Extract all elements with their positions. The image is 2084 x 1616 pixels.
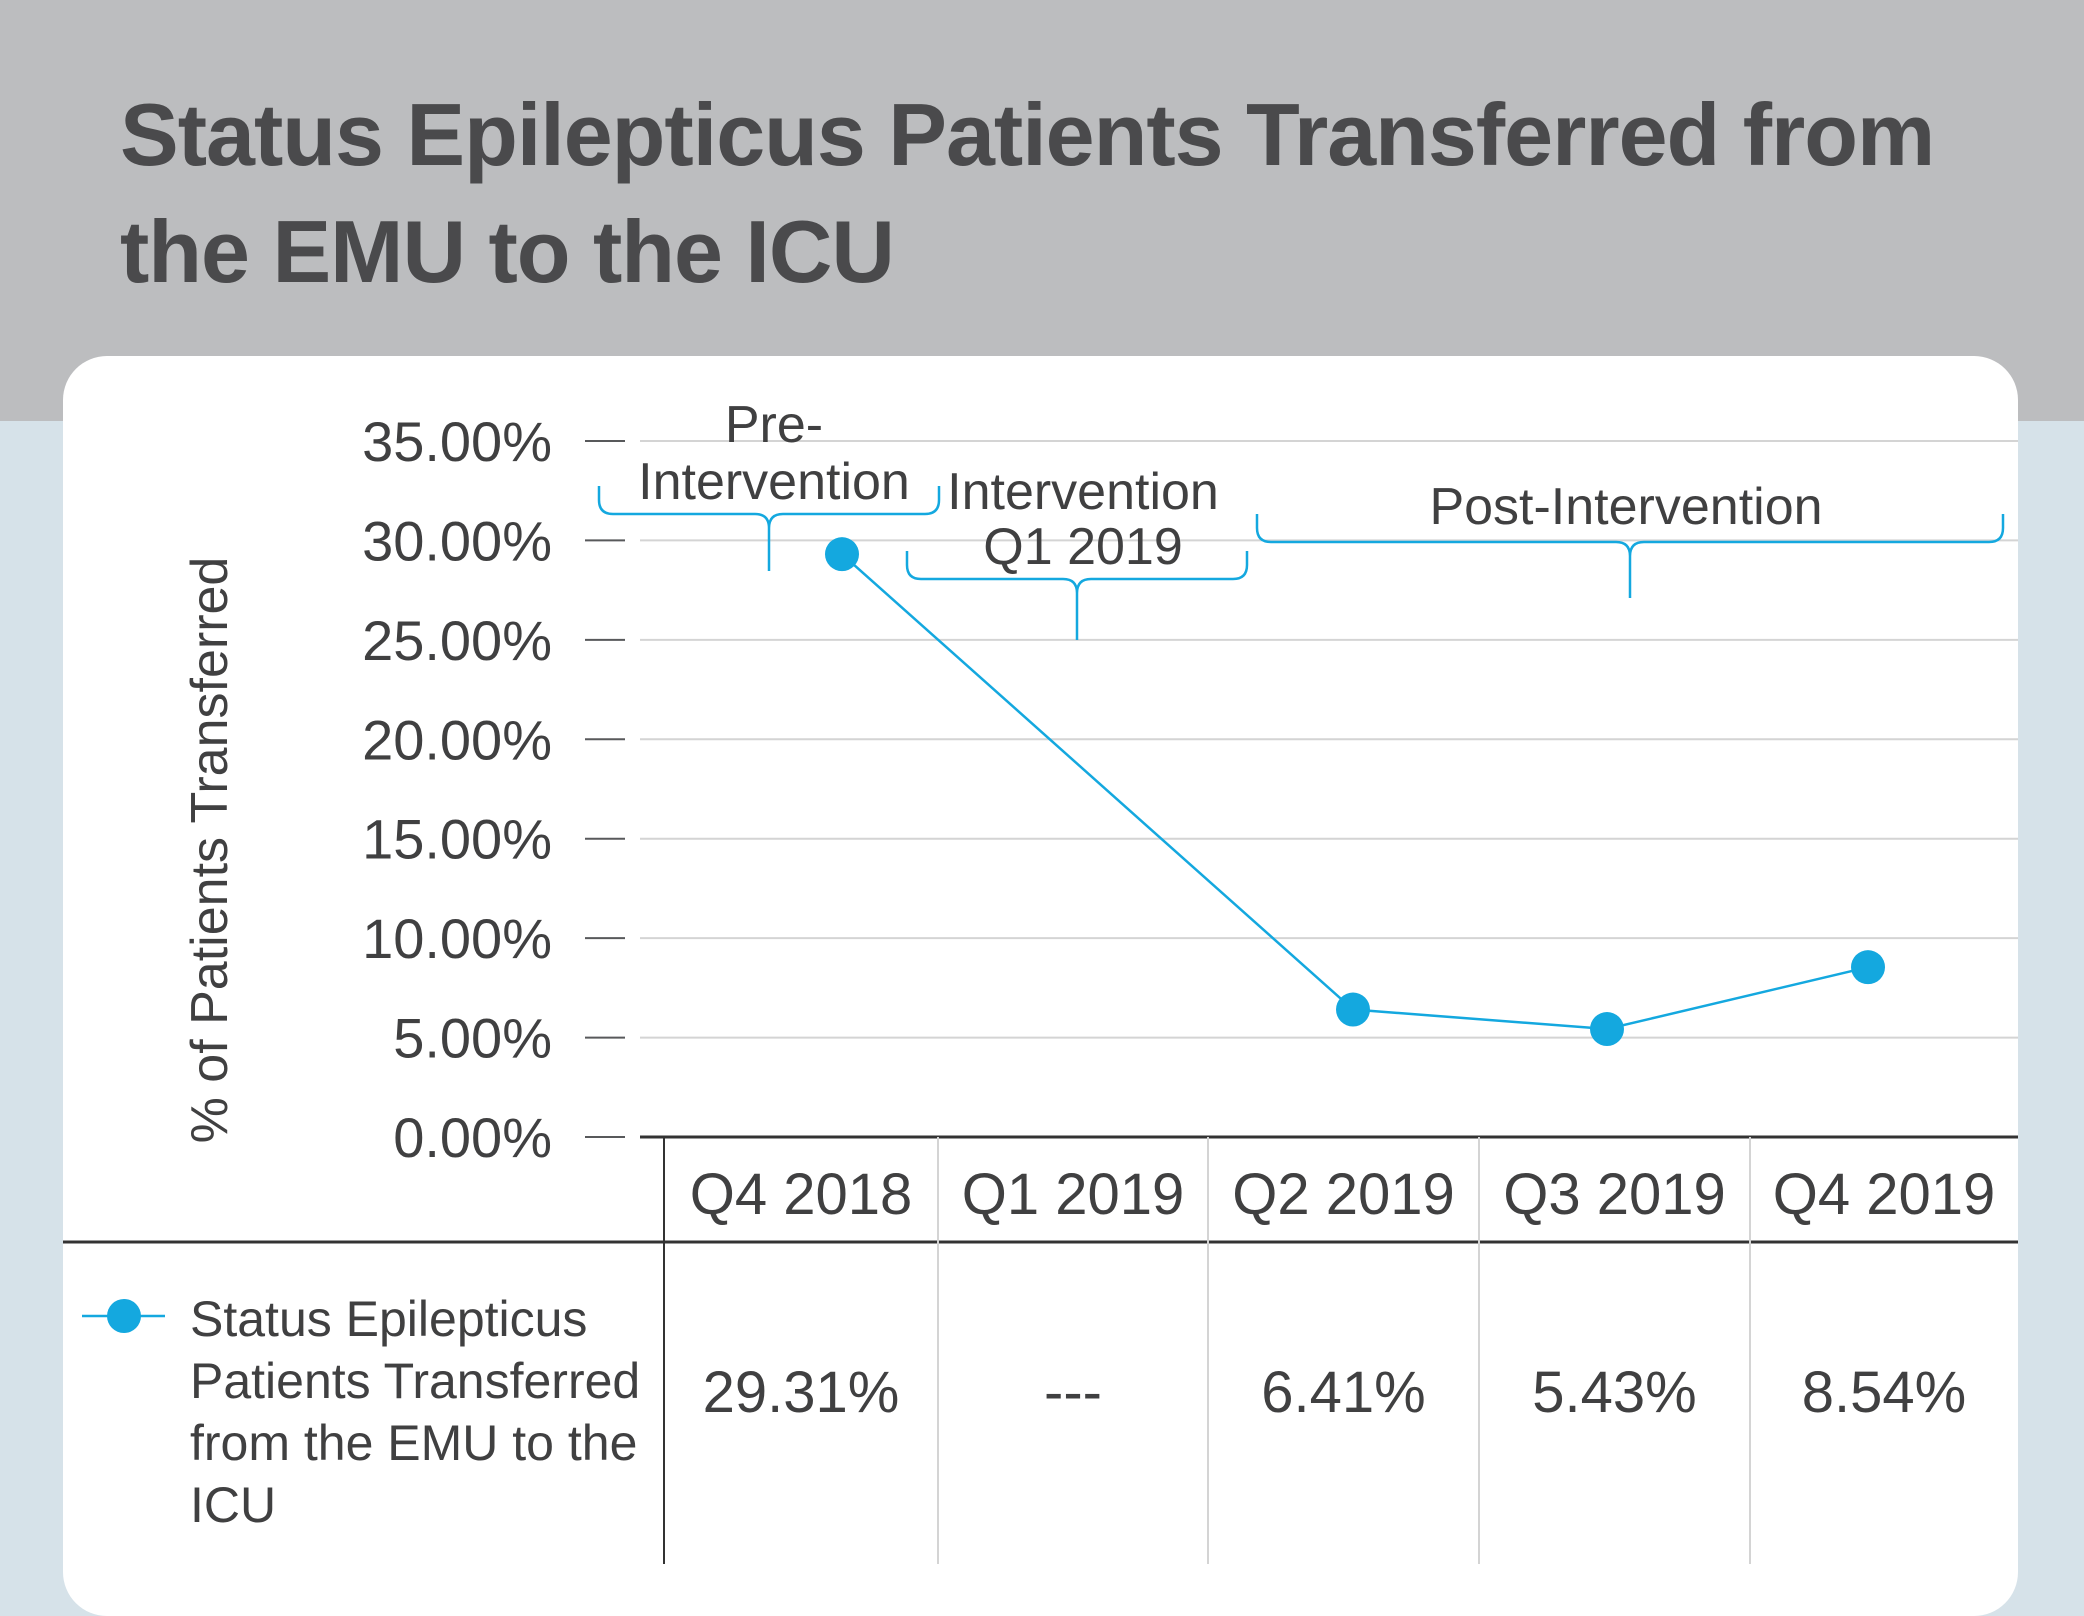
table-value-cell: 8.54%: [1802, 1360, 1966, 1425]
y-tick-label: 5.00%: [393, 1007, 552, 1070]
phase-label: Post-Intervention: [1429, 478, 1822, 536]
data-point: [1851, 950, 1885, 985]
data-point: [1590, 1012, 1624, 1047]
series-line: [841, 553, 1869, 1031]
y-tick-label: 15.00%: [362, 808, 552, 871]
table-value-cell: ---: [1044, 1360, 1102, 1425]
y-tick-label: 0.00%: [393, 1106, 552, 1169]
data-point: [1336, 992, 1370, 1027]
table-value-cell: 29.31%: [703, 1360, 900, 1425]
y-tick-label: 35.00%: [362, 410, 552, 473]
legend-marker: [107, 1299, 141, 1333]
y-tick-label: 20.00%: [362, 708, 552, 771]
phase-label: Intervention: [947, 463, 1219, 521]
table-value-cell: 5.43%: [1532, 1360, 1696, 1425]
x-tick-label: Q3 2019: [1503, 1162, 1726, 1227]
x-tick-label: Q1 2019: [962, 1162, 1185, 1227]
header-band: [0, 0, 2084, 421]
y-axis-label: % of Patients Transferred: [181, 556, 239, 1144]
phase-label: Q1 2019: [983, 518, 1183, 576]
phase-bracket: [1255, 514, 2005, 598]
phase-label: Intervention: [638, 453, 910, 511]
data-point: [825, 537, 859, 572]
x-tick-label: Q4 2019: [1773, 1162, 1996, 1227]
page-title: Status Epilepticus Patients Transferred …: [120, 85, 1935, 301]
legend-series-label: Status Epilepticus Patients Transferred …: [190, 1291, 641, 1533]
x-tick-label: Q2 2019: [1232, 1162, 1455, 1227]
chart-card: [63, 356, 2018, 1616]
line-chart: 0.00% 5.00% 10.00% 15.00% 20.00% 25.00% 30.00%…: [63, 396, 2018, 1564]
y-tick-label: 25.00%: [362, 609, 552, 672]
phase-label: Pre-: [725, 396, 823, 454]
phase-bracket: [905, 551, 1249, 640]
y-tick-label: 30.00%: [362, 509, 552, 572]
phase-bracket: [597, 486, 941, 571]
table-value-cell: 6.41%: [1261, 1360, 1425, 1425]
y-tick-label: 10.00%: [362, 907, 552, 970]
x-tick-label: Q4 2018: [690, 1162, 913, 1227]
